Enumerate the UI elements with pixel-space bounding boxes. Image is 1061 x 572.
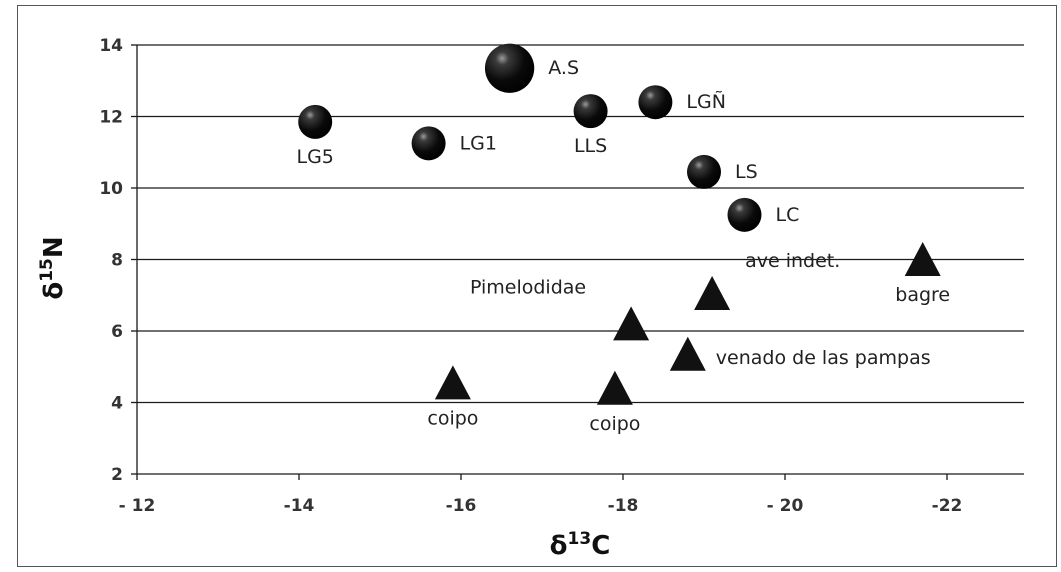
point-label: LS [735,161,758,183]
x-tick-label: -22 [932,496,963,516]
y-axis-title: δ15N [37,236,69,299]
circle-point [484,43,535,93]
circle-point [687,154,721,189]
chart-frame [17,5,1057,567]
triangle-point [904,241,941,276]
triangle-point [669,336,706,371]
x-tick-label: -16 [446,496,477,516]
y-tick-label: 14 [99,36,123,56]
y-tick-label: 4 [111,394,123,414]
point-label: LG5 [296,146,333,168]
point-label: coipo [589,413,640,435]
triangle-point [694,275,731,310]
y-tick-label: 10 [99,179,123,199]
point-label: bagre [895,284,950,306]
point-label: venado de las pampas [716,347,931,369]
point-label: LGÑ [686,90,726,113]
x-axis-title: δ13C [550,529,611,561]
circle-point [727,197,762,232]
x-tick-label: -18 [608,496,639,516]
point-label: LG1 [460,132,497,154]
triangle-point [613,306,650,341]
triangle-point [434,365,471,400]
x-tick-label: - 20 [767,496,804,516]
circle-point [573,94,608,129]
y-tick-label: 12 [99,108,123,128]
y-tick-label: 8 [111,251,123,271]
circle-point [638,85,673,120]
triangle-point [596,370,633,405]
circle-point [411,126,446,161]
circle-point [298,104,333,139]
y-tick-label: 2 [111,465,123,485]
x-tick-label: -14 [284,496,315,516]
point-label: A.S [548,57,579,79]
point-label: coipo [427,407,478,429]
point-label: LLS [574,135,607,157]
point-label: Pimelodidae [470,276,586,298]
x-tick-label: - 12 [119,496,156,516]
point-label: ave indet. [745,250,840,272]
point-label: LC [776,204,800,226]
y-tick-label: 6 [111,322,123,342]
